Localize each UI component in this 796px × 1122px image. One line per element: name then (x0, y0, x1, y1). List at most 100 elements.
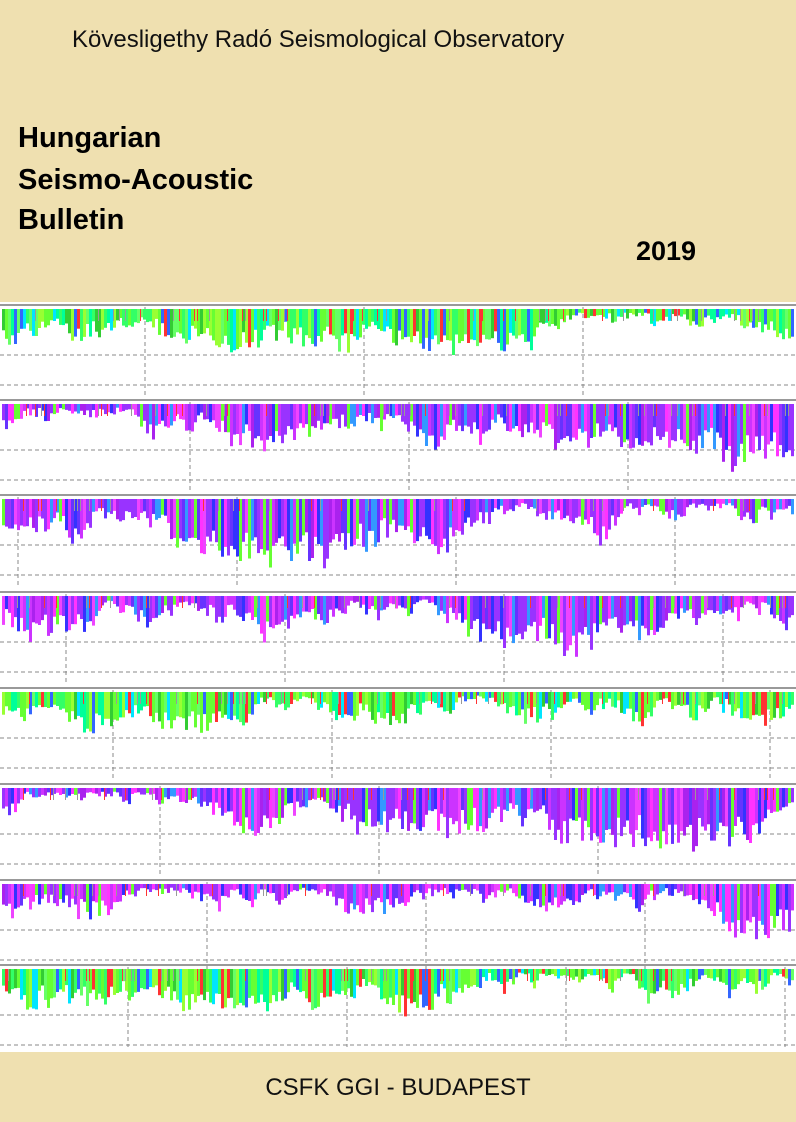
spectrogram-bar (104, 969, 107, 1005)
spectrogram-bar (437, 692, 440, 708)
spectrogram-tick (182, 404, 183, 416)
spectrogram-tick (29, 692, 30, 704)
spectrogram-bar (299, 309, 302, 328)
spectrogram-bar (449, 884, 452, 893)
spectrogram-bar (320, 788, 323, 798)
spectrogram-bar (311, 884, 314, 890)
spectrogram-bar (731, 884, 734, 923)
spectrogram-bar (779, 404, 782, 446)
spectrogram-bar (26, 309, 29, 324)
spectrogram-tick (734, 692, 735, 704)
spectrogram-bar (620, 692, 623, 713)
spectrogram-bar (173, 884, 176, 891)
spectrogram-bar (551, 788, 554, 820)
spectrogram-tick (221, 692, 222, 704)
spectrogram-tick (593, 499, 594, 511)
spectrogram-tick (773, 788, 774, 800)
spectrogram-bar (14, 404, 17, 420)
spectrogram-bar (368, 884, 371, 905)
spectrogram-bar (251, 884, 254, 908)
spectrogram-bar (332, 499, 335, 540)
spectrogram-bar (764, 404, 767, 459)
spectrogram-bar (653, 969, 656, 994)
spectrogram-bar (506, 969, 509, 982)
spectrogram-bar (707, 788, 710, 825)
spectrogram-bar (53, 404, 56, 415)
spectrogram-tick (593, 884, 594, 896)
spectrogram-tick (743, 499, 744, 511)
spectrogram-bar (41, 499, 44, 519)
spectrogram-bar (194, 788, 197, 797)
spectrogram-bar (284, 884, 287, 899)
spectrogram-bar (281, 596, 284, 622)
spectrogram-bar (188, 404, 191, 431)
spectrogram-bar (311, 692, 314, 699)
spectrogram-bar (17, 969, 20, 988)
spectrogram-bar (281, 788, 284, 818)
spectrogram-bar (311, 499, 314, 558)
spectrogram-bar (662, 969, 665, 981)
spectrogram-bar (161, 309, 164, 324)
spectrogram-bar (245, 788, 248, 818)
spectrogram-bar (74, 596, 77, 625)
spectrogram-bar (197, 596, 200, 611)
spectrogram-bar (632, 596, 635, 627)
spectrogram-bar (464, 692, 467, 702)
spectrogram-bar (299, 969, 302, 993)
spectrogram-bar (278, 404, 281, 436)
spectrogram-bar (71, 499, 74, 544)
spectrogram-bar (761, 969, 764, 990)
spectrogram-bar (785, 404, 788, 453)
spectrogram-bar (488, 969, 491, 973)
spectrogram-bar (425, 692, 428, 702)
spectrogram-bar (161, 884, 164, 894)
spectrogram-bar (119, 499, 122, 522)
spectrogram-bar (725, 969, 728, 985)
spectrogram-bar (359, 884, 362, 913)
spectrogram-bar (761, 404, 764, 436)
spectrogram-bar (647, 309, 650, 314)
spectrogram-bar (455, 692, 458, 703)
spectrogram-bar (500, 596, 503, 640)
spectrogram-bar (101, 692, 104, 726)
spectrogram-bar (635, 884, 638, 909)
spectrogram-bar (368, 788, 371, 810)
spectrogram-bar (329, 969, 332, 997)
spectrogram-bar (104, 499, 107, 519)
spectrogram-bar (224, 404, 227, 433)
spectrogram-bar (752, 596, 755, 605)
spectrogram-bar (269, 884, 272, 894)
spectrogram-bar (752, 969, 755, 985)
spectrogram-bar (500, 969, 503, 984)
spectrogram-bar (701, 309, 704, 327)
spectrogram-bar (38, 596, 41, 625)
spectrogram-bar (107, 969, 110, 998)
spectrogram-tick (695, 788, 696, 800)
spectrogram-bar (689, 596, 692, 610)
spectrogram-bar (791, 692, 794, 705)
spectrogram-bar (104, 692, 107, 719)
spectrogram-bar (593, 309, 596, 317)
spectrogram-tick (323, 404, 324, 416)
spectrogram-bar (209, 969, 212, 1003)
spectrogram-bar (446, 884, 449, 894)
spectrogram-bar (521, 404, 524, 438)
spectrogram-bar (386, 499, 389, 538)
spectrogram-bar (47, 969, 50, 1008)
spectrogram-bar (170, 309, 173, 338)
spectrogram-bar (707, 309, 710, 316)
spectrogram-bar (152, 404, 155, 440)
spectrogram-bar (233, 404, 236, 435)
spectrogram-bar (452, 404, 455, 420)
spectrogram-bar (737, 969, 740, 985)
spectrogram-tick (347, 788, 348, 800)
spectrogram-bar (662, 499, 665, 515)
spectrogram-bar (89, 309, 92, 337)
spectrogram-bar (56, 884, 59, 907)
spectrogram-bar (341, 309, 344, 336)
spectrogram-bar (206, 692, 209, 731)
spectrogram-bar (668, 969, 671, 991)
spectrogram-bar (26, 969, 29, 1010)
spectrogram-bar (461, 692, 464, 697)
year: 2019 (636, 236, 697, 266)
